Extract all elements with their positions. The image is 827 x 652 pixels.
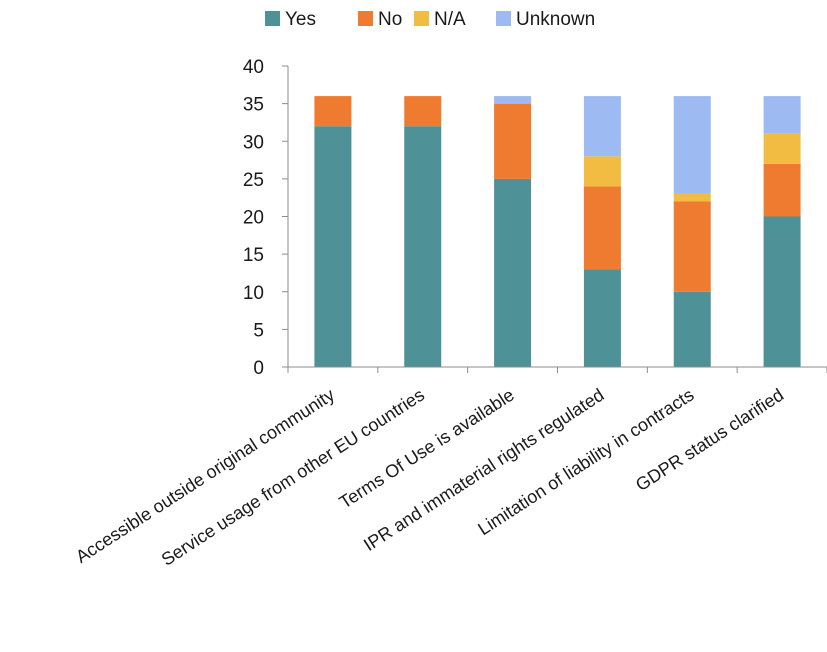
bar-segment-n-a — [583, 156, 621, 187]
legend-label-yes: Yes — [285, 9, 316, 30]
x-tick-label: Terms Of Use is available — [336, 385, 518, 513]
bar-segment-yes — [314, 126, 352, 367]
y-tick-label: 40 — [243, 57, 264, 78]
bar-segment-unknown — [583, 96, 621, 157]
bar-segment-yes — [404, 126, 442, 367]
bar-segment-yes — [763, 216, 801, 367]
bar-segment-no — [314, 96, 352, 127]
y-tick-label: 20 — [243, 208, 264, 229]
legend-swatch-no — [358, 11, 373, 26]
y-tick-label: 15 — [243, 245, 264, 266]
bars — [314, 96, 801, 367]
legend-label-no: No — [378, 9, 402, 30]
bar-segment-no — [583, 186, 621, 270]
bar-segment-unknown — [673, 96, 711, 194]
y-axis: 0 5 10 15 20 25 30 35 40 — [243, 57, 289, 379]
legend-swatch-n-a — [414, 11, 429, 26]
legend-swatch-yes — [265, 11, 280, 26]
x-axis: Accessible outside original communitySer… — [72, 366, 827, 570]
bar-segment-yes — [583, 269, 621, 367]
legend-label-unknown: Unknown — [516, 9, 595, 30]
bar-segment-n-a — [763, 133, 801, 164]
chart-legend: Yes No N/A Unknown — [265, 9, 595, 30]
bar-segment-unknown — [494, 96, 532, 104]
legend-swatch-unknown — [496, 11, 511, 26]
bar-segment-n-a — [673, 193, 711, 202]
bar-segment-no — [673, 201, 711, 292]
bar-segment-no — [404, 96, 442, 127]
x-tick-label: GDPR status clarified — [632, 385, 787, 495]
y-tick-label: 5 — [253, 320, 264, 341]
y-tick-label: 25 — [243, 170, 264, 191]
y-tick-label: 35 — [243, 95, 264, 116]
y-tick-label: 30 — [243, 132, 264, 153]
bar-segment-no — [763, 163, 801, 217]
bar-segment-no — [494, 103, 532, 179]
y-tick-label: 10 — [243, 283, 264, 304]
bar-segment-unknown — [763, 96, 801, 134]
legend-label-n-a: N/A — [434, 9, 466, 30]
bar-segment-yes — [673, 291, 711, 367]
y-tick-label: 0 — [253, 358, 264, 379]
bar-segment-yes — [494, 178, 532, 367]
